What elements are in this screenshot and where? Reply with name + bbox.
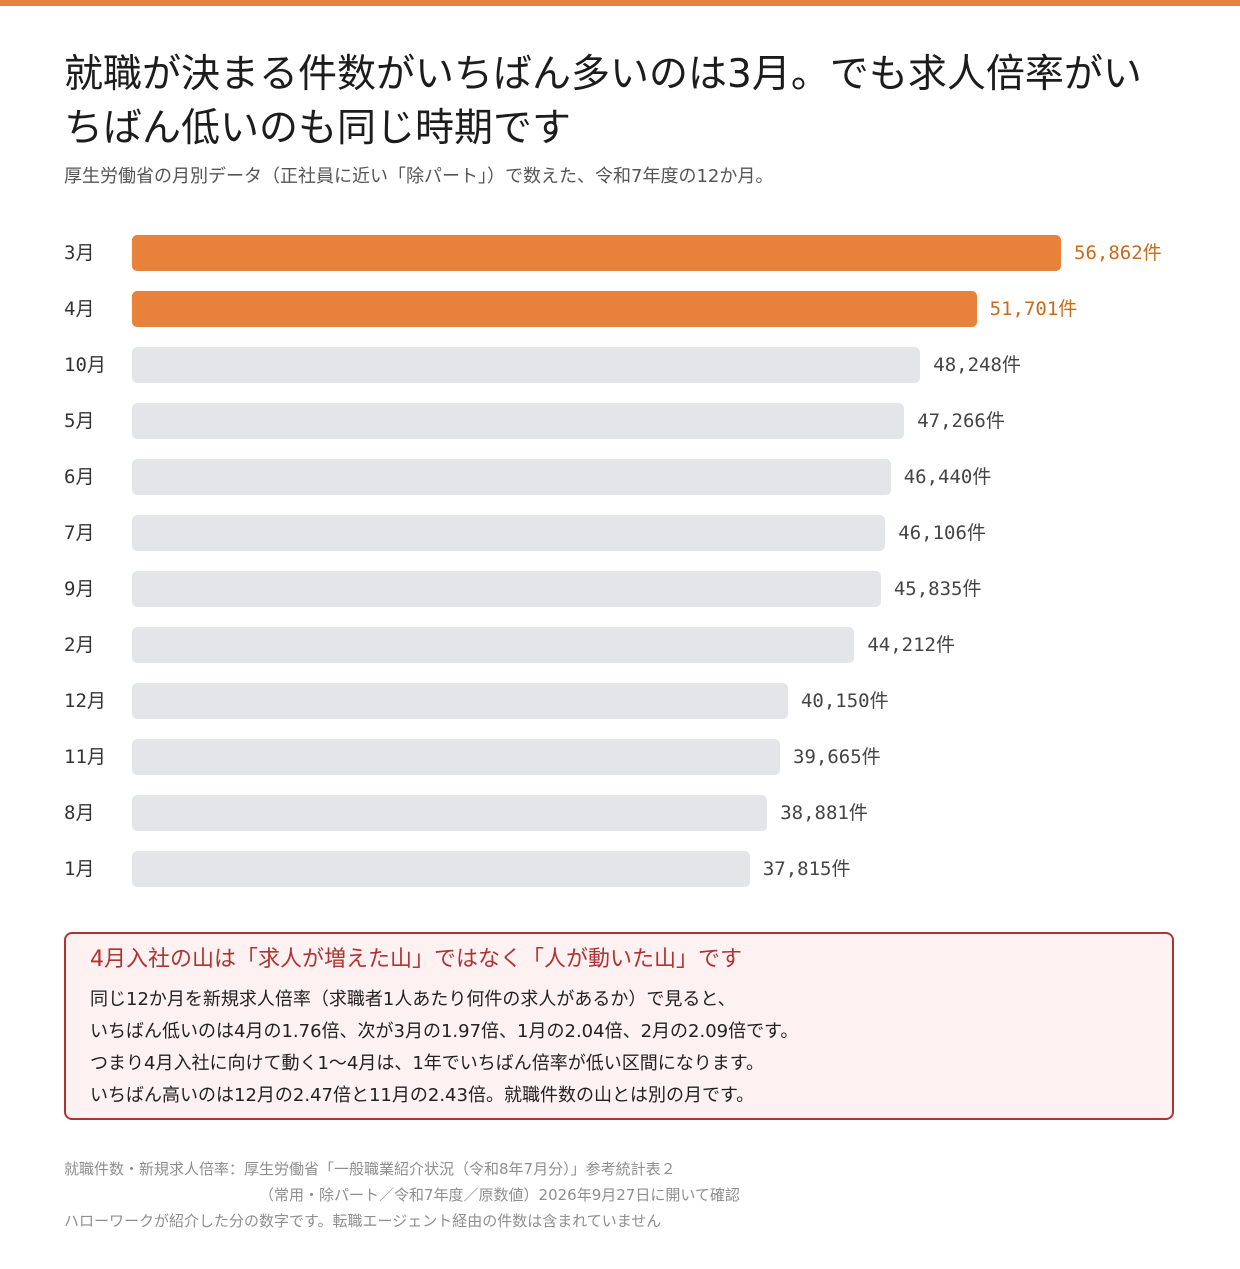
note-line: いちばん低いのは4月の1.76倍、次が3月の1.97倍、1月の2.04倍、2月の… bbox=[90, 1021, 799, 1042]
bar bbox=[132, 683, 788, 719]
bar bbox=[132, 851, 750, 887]
note-box: 4月入社の山は「求人が増えた山」ではなく「人が動いた山」です 同じ12か月を新規… bbox=[64, 932, 1174, 1120]
month-label: 1月 bbox=[64, 858, 95, 880]
bar bbox=[132, 235, 1061, 271]
month-label: 4月 bbox=[64, 298, 95, 320]
month-label: 7月 bbox=[64, 522, 95, 544]
bar-row: 2月 44,212件 bbox=[0, 627, 1240, 663]
month-label: 10月 bbox=[64, 354, 106, 376]
month-label: 12月 bbox=[64, 690, 106, 712]
top-accent-bar bbox=[0, 0, 1240, 6]
footer-disclaimer: ハローワークが紹介した分の数字です。転職エージェント経由の件数は含まれていません bbox=[64, 1212, 662, 1230]
bar bbox=[132, 403, 905, 439]
bar-row: 9月 45,835件 bbox=[0, 571, 1240, 607]
value-label: 47,266件 bbox=[917, 410, 1005, 432]
value-label: 48,248件 bbox=[933, 354, 1021, 376]
month-label: 2月 bbox=[64, 634, 95, 656]
month-label: 5月 bbox=[64, 410, 95, 432]
bar-row: 11月 39,665件 bbox=[0, 739, 1240, 775]
value-label: 38,881件 bbox=[780, 802, 868, 824]
bar-row: 10月 48,248件 bbox=[0, 347, 1240, 383]
page-subtitle: 厚生労働省の月別データ（正社員に近い「除パート」）で数えた、令和7年度の12か月… bbox=[64, 166, 774, 187]
value-label: 46,106件 bbox=[898, 522, 986, 544]
bar bbox=[132, 459, 891, 495]
bar-row: 5月 47,266件 bbox=[0, 403, 1240, 439]
value-label: 40,150件 bbox=[800, 690, 889, 712]
bar-row: 12月 40,150件 bbox=[0, 683, 1240, 719]
bar-row: 1月 37,815件 bbox=[0, 851, 1240, 887]
bar bbox=[132, 515, 886, 551]
footer: 就職件数・新規求人倍率：厚生労働省「一般職業紹介状況（令和8年7月分）」参考統計… bbox=[64, 1156, 740, 1234]
bar bbox=[132, 571, 881, 607]
month-label: 11月 bbox=[64, 746, 106, 768]
note-line: つまり4月入社に向けて動く1〜4月は、1年でいちばん倍率が低い区間になります。 bbox=[90, 1053, 765, 1074]
bar-row: 8月 38,881件 bbox=[0, 795, 1240, 831]
value-label: 39,665件 bbox=[793, 746, 881, 768]
source-line-detail: （常用・除パート／令和7年度／原数値）2026年9月27日に開いて確認 bbox=[259, 1186, 740, 1204]
month-label: 8月 bbox=[64, 802, 95, 824]
value-label: 37,815件 bbox=[762, 858, 851, 880]
bar-row: 7月 46,106件 bbox=[0, 515, 1240, 551]
note-line: 同じ12か月を新規求人倍率（求職者1人あたり何件の求人があるか）で見ると、 bbox=[90, 989, 736, 1010]
value-label: 51,701件 bbox=[989, 298, 1078, 320]
bar bbox=[132, 347, 921, 383]
source-line: 就職件数・新規求人倍率：厚生労働省「一般職業紹介状況（令和8年7月分）」参考統計… bbox=[64, 1160, 676, 1178]
page-title: 就職が決まる件数がいちばん多いのは3月。でも求人倍率がいちばん低いのも同じ時期で… bbox=[64, 52, 1142, 151]
value-label: 45,835件 bbox=[893, 578, 982, 600]
bar-row: 6月 46,440件 bbox=[0, 459, 1240, 495]
month-label: 3月 bbox=[64, 242, 95, 264]
bar-row: 4月 51,701件 bbox=[0, 291, 1240, 327]
note-title: 4月入社の山は「求人が増えた山」ではなく「人が動いた山」です bbox=[90, 947, 742, 972]
note-line: いちばん高いのは12月の2.47倍と11月の2.43倍。就職件数の山とは別の月で… bbox=[90, 1085, 755, 1106]
month-label: 9月 bbox=[64, 578, 95, 600]
value-label: 44,212件 bbox=[867, 634, 955, 656]
month-label: 6月 bbox=[64, 466, 95, 488]
bar-row: 3月 56,862件 bbox=[0, 235, 1240, 271]
bar bbox=[132, 627, 855, 663]
bar bbox=[132, 291, 977, 327]
bar bbox=[132, 739, 781, 775]
value-label: 56,862件 bbox=[1074, 242, 1162, 264]
value-label: 46,440件 bbox=[903, 466, 992, 488]
bar bbox=[132, 795, 768, 831]
